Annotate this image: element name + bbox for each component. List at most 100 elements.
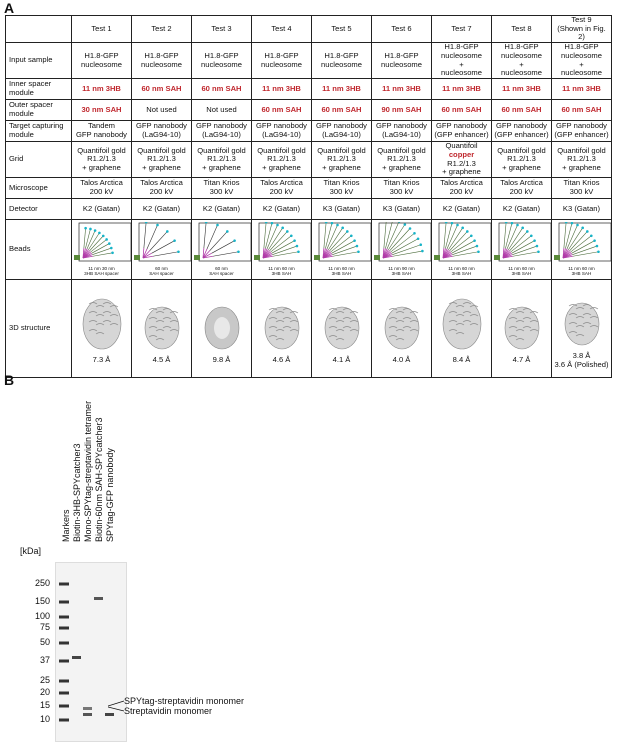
cell-microscope-test-9: Titan Krios 300 kV xyxy=(551,177,612,200)
cell-structure-test-3: 9.8 Å xyxy=(191,279,252,379)
panel-b-letter: B xyxy=(4,372,15,388)
beads-caption: 11 nm 60 nm 3HB SAH xyxy=(568,266,595,277)
marker-band xyxy=(59,600,69,604)
column-header-test-1: Test 1 xyxy=(71,14,132,44)
mw-marker-25: 25 xyxy=(39,675,50,685)
band-label-spytag-streptavidin: SPYtag-streptavidin monomer xyxy=(124,696,245,706)
sample-band xyxy=(105,713,114,716)
cell-grid-test-5: Quantifoil gold R1.2/1.3 + graphene xyxy=(311,141,372,179)
cell-grid-test-1: Quantifoil gold R1.2/1.3 + graphene xyxy=(71,141,132,179)
cell-inner-spacer-test-4: 11 nm 3HB xyxy=(251,78,312,101)
sample-band xyxy=(83,713,92,716)
lane-label-2: Biotin-3HB-SPYcatcher3 xyxy=(72,443,82,542)
column-header-test-4: Test 4 xyxy=(251,14,312,44)
cell-input-sample-test-6: H1.8-GFP nucleosome xyxy=(371,42,432,80)
marker-band xyxy=(59,641,69,645)
kda-label: [kDa] xyxy=(20,546,42,556)
mw-marker-10: 10 xyxy=(39,714,50,724)
cell-inner-spacer-test-8: 11 nm 3HB xyxy=(491,78,552,101)
cell-outer-spacer-test-4: 60 nm SAH xyxy=(251,99,312,122)
header-blank xyxy=(5,14,72,44)
cell-microscope-test-1: Talos Arctica 200 kV xyxy=(71,177,132,200)
3d-structure-render xyxy=(442,298,481,350)
3d-structure-render xyxy=(82,298,121,350)
cell-grid-test-7: Quantifoil copper R1.2/1.3 + graphene xyxy=(431,141,492,179)
cell-beads-test-7: 11 nm 60 nm 3HB SAH xyxy=(431,219,492,281)
marker-band xyxy=(59,704,69,708)
gel-image xyxy=(55,562,127,742)
cell-input-sample-test-5: H1.8-GFP nucleosome xyxy=(311,42,372,80)
cell-outer-spacer-test-6: 90 nm SAH xyxy=(371,99,432,122)
mw-marker-15: 15 xyxy=(39,700,50,710)
cell-capture-test-3: GFP nanobody (LaG94-10) xyxy=(191,120,252,143)
3d-structure-render xyxy=(204,306,239,350)
beads-caption: 60 nm SAH spacer xyxy=(149,266,174,277)
row-label: Grid xyxy=(5,141,72,179)
cell-detector-test-6: K3 (Gatan) xyxy=(371,198,432,221)
beads-diagram xyxy=(134,221,191,262)
cell-input-sample-test-7: H1.8-GFP nucleosome + nucleosome xyxy=(431,42,492,80)
cell-inner-spacer-test-6: 11 nm 3HB xyxy=(371,78,432,101)
cell-outer-spacer-test-9: 60 nm SAH xyxy=(551,99,612,122)
cell-beads-test-4: 11 nm 60 nm 3HB SAH xyxy=(251,219,312,281)
cell-structure-test-7: 8.4 Å xyxy=(431,279,492,379)
cell-grid-test-2: Quantifoil gold R1.2/1.3 + graphene xyxy=(131,141,192,179)
cell-microscope-test-5: Titan Krios 300 kV xyxy=(311,177,372,200)
3d-structure-render xyxy=(324,306,359,350)
cell-grid-test-8: Quantifoil gold R1.2/1.3 + graphene xyxy=(491,141,552,179)
row-label: Inner spacer module xyxy=(5,78,72,101)
cell-input-sample-test-8: H1.8-GFP nucleosome + nucleosome xyxy=(491,42,552,80)
sample-band xyxy=(83,707,92,710)
column-header-test-3: Test 3 xyxy=(191,14,252,44)
cell-structure-test-8: 4.7 Å xyxy=(491,279,552,379)
cell-inner-spacer-test-7: 11 nm 3HB xyxy=(431,78,492,101)
cell-capture-test-4: GFP nanobody (LaG94-10) xyxy=(251,120,312,143)
row-inner-spacer: Inner spacer module 11 nm 3HB 60 nm SAH 60 n… xyxy=(5,78,612,101)
cell-microscope-test-6: Titan Krios 300 kV xyxy=(371,177,432,200)
resolution-value: 4.1 Å xyxy=(332,355,351,365)
marker-band xyxy=(59,718,69,722)
beads-caption: 11 nm 60 nm 3HB SAH xyxy=(448,266,475,277)
cell-microscope-test-8: Talos Arctica 200 kV xyxy=(491,177,552,200)
cell-detector-test-3: K2 (Gatan) xyxy=(191,198,252,221)
cell-capture-test-7: GFP nanobody (GFP enhancer) xyxy=(431,120,492,143)
cell-inner-spacer-test-3: 60 nm SAH xyxy=(191,78,252,101)
cell-detector-test-9: K3 (Gatan) xyxy=(551,198,612,221)
cell-grid-test-6: Quantifoil gold R1.2/1.3 + graphene xyxy=(371,141,432,179)
cell-beads-test-8: 11 nm 60 nm 3HB SAH xyxy=(491,219,552,281)
resolution-value: 3.8 Å 3.6 Å (Polished) xyxy=(554,350,609,369)
cell-capture-test-9: GFP nanobody (GFP enhancer) xyxy=(551,120,612,143)
cell-detector-test-1: K2 (Gatan) xyxy=(71,198,132,221)
column-header-test-2: Test 2 xyxy=(131,14,192,44)
cell-beads-test-6: 11 nm 90 nm 3HB SAH xyxy=(371,219,432,281)
row-label: 3D structure xyxy=(5,279,72,379)
marker-band xyxy=(59,691,69,695)
cell-beads-test-5: 11 nm 60 nm 3HB SAH xyxy=(311,219,372,281)
resolution-value: 8.4 Å xyxy=(452,355,471,365)
row-structure: 3D structure 7.3 Å 4.5 Å 9.8 Å 4.6 Å 4.1 Å 4.0… xyxy=(5,279,612,379)
cell-input-sample-test-4: H1.8-GFP nucleosome xyxy=(251,42,312,80)
beads-diagram xyxy=(314,221,371,262)
marker-band xyxy=(59,582,69,586)
row-input-sample: Input sample H1.8-GFP nucleosome H1.8-GFP nu… xyxy=(5,42,612,80)
sample-band xyxy=(94,597,103,600)
3d-structure-render xyxy=(504,306,539,350)
cell-capture-test-2: GFP nanobody (LaG94-10) xyxy=(131,120,192,143)
cell-microscope-test-2: Talos Arctica 200 kV xyxy=(131,177,192,200)
marker-band xyxy=(59,679,69,683)
cell-detector-test-5: K3 (Gatan) xyxy=(311,198,372,221)
resolution-value: 4.5 Å xyxy=(152,355,171,365)
mw-marker-250: 250 xyxy=(34,578,50,588)
beads-caption: 11 nm 30 nm 3HB SAH spacer xyxy=(84,266,119,277)
sample-band xyxy=(72,656,81,659)
cell-microscope-test-7: Talos Arctica 200 kV xyxy=(431,177,492,200)
cell-outer-spacer-test-5: 60 nm SAH xyxy=(311,99,372,122)
cell-microscope-test-3: Titan Krios 300 kV xyxy=(191,177,252,200)
cell-beads-test-1: 11 nm 30 nm 3HB SAH spacer xyxy=(71,219,132,281)
beads-caption: 11 nm 60 nm 3HB SAH xyxy=(508,266,535,277)
row-label: Detector xyxy=(5,198,72,221)
row-label: Outer spacer module xyxy=(5,99,72,122)
band-pointer-lines xyxy=(108,700,125,712)
cell-inner-spacer-test-9: 11 nm 3HB xyxy=(551,78,612,101)
lane-label-1: Markers xyxy=(61,509,71,542)
